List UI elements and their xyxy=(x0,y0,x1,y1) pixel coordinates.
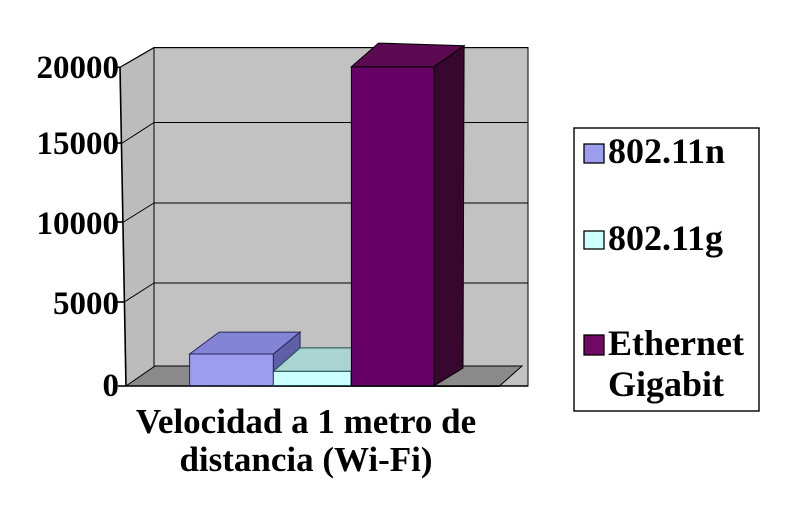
svg-text:Ethernet: Ethernet xyxy=(608,323,744,363)
svg-text:802.11n: 802.11n xyxy=(608,131,725,171)
svg-text:20000: 20000 xyxy=(37,50,120,86)
svg-text:10000: 10000 xyxy=(37,206,120,242)
svg-text:distancia (Wi-Fi): distancia (Wi-Fi) xyxy=(179,440,432,479)
svg-text:15000: 15000 xyxy=(37,126,120,162)
svg-text:Velocidad a 1 metro de: Velocidad a 1 metro de xyxy=(136,402,476,441)
svg-text:Gigabit: Gigabit xyxy=(608,364,724,404)
svg-text:802.11g: 802.11g xyxy=(608,218,723,258)
svg-text:0: 0 xyxy=(103,368,120,404)
svg-text:5000: 5000 xyxy=(53,286,119,322)
